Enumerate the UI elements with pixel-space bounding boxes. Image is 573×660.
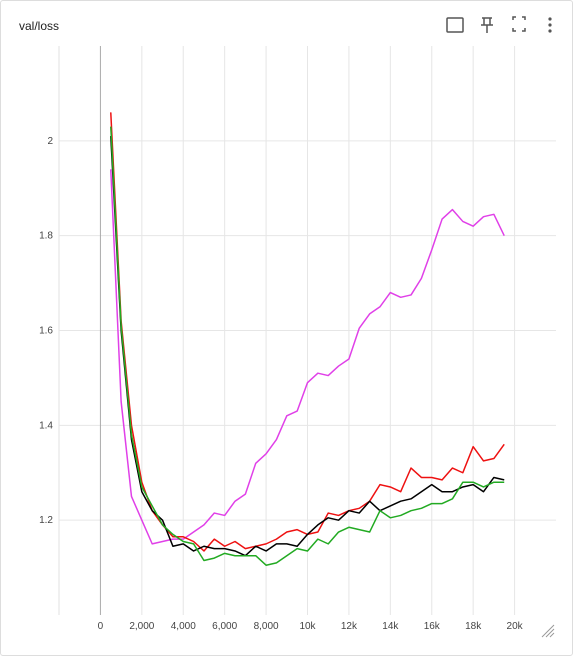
x-tick-label: 4,000 xyxy=(171,621,196,632)
series-line xyxy=(110,136,505,557)
toolbar[interactable] xyxy=(446,16,552,33)
fullscreen-icon[interactable] xyxy=(512,16,526,32)
x-tick-label: 8,000 xyxy=(254,621,279,632)
x-tick-label: 0 xyxy=(98,621,104,632)
x-tick-label: 14k xyxy=(382,621,399,632)
chart-title: val/loss xyxy=(19,19,59,33)
series-line xyxy=(110,126,505,566)
y-tick-label: 2 xyxy=(47,136,53,147)
y-tick-label: 1.2 xyxy=(39,515,53,526)
plot-lines xyxy=(110,112,505,566)
x-tick-label: 16k xyxy=(424,621,441,632)
y-tick-label: 1.8 xyxy=(39,231,53,242)
x-tick-label: 18k xyxy=(465,621,482,632)
series-line xyxy=(110,169,505,545)
x-tick-label: 20k xyxy=(507,621,524,632)
x-tick-label: 12k xyxy=(341,621,358,632)
x-tick-label: 2,000 xyxy=(129,621,154,632)
data-selection-icon[interactable] xyxy=(446,17,464,33)
pin-icon[interactable] xyxy=(481,17,493,33)
x-tick-label: 10k xyxy=(299,621,316,632)
x-tick-label: 6,000 xyxy=(212,621,237,632)
y-tick-label: 1.6 xyxy=(39,326,53,337)
y-tick-label: 1.4 xyxy=(39,420,53,431)
resize-handle[interactable] xyxy=(541,624,555,638)
more-icon[interactable] xyxy=(548,17,552,33)
